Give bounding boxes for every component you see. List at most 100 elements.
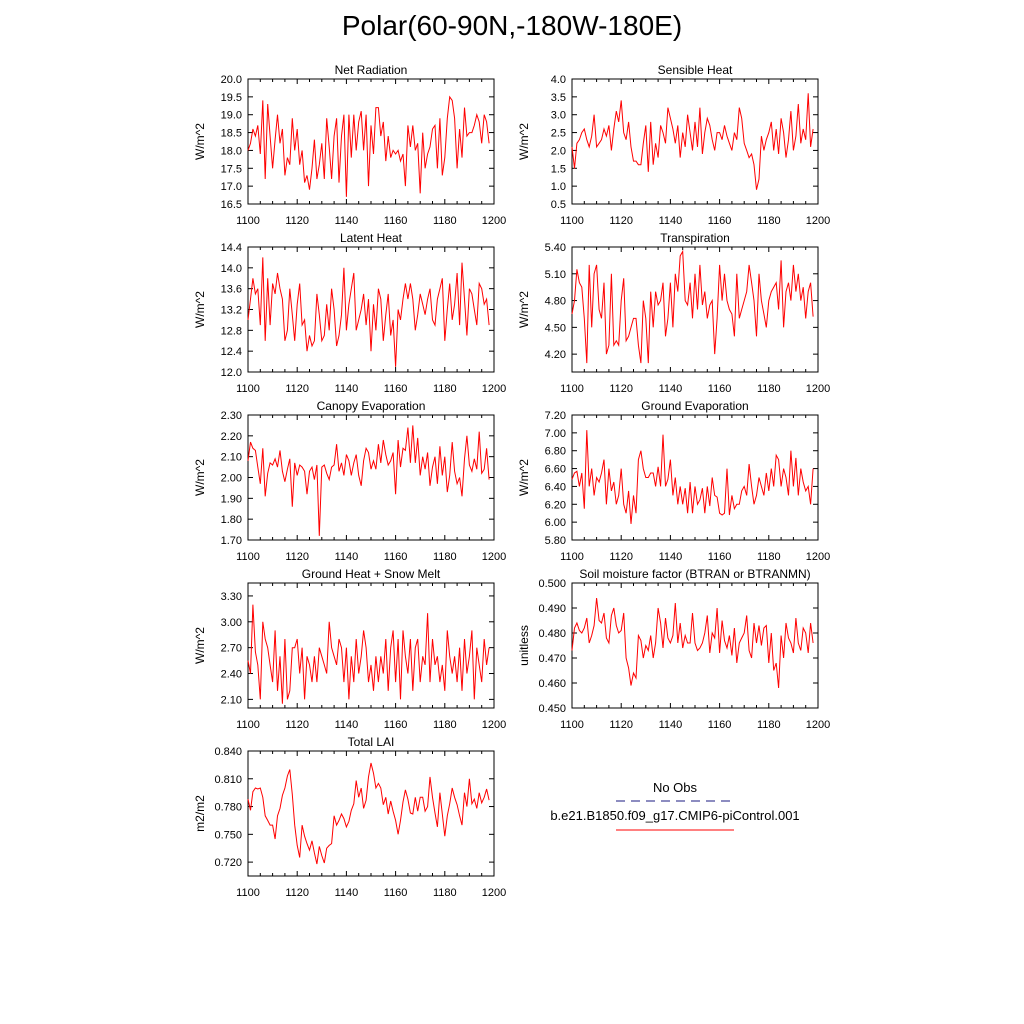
y-tick-label: 17.5: [221, 163, 242, 175]
y-tick-label: 2.0: [551, 145, 566, 157]
panel-title: Canopy Evaporation: [317, 399, 426, 413]
panel-title: Latent Heat: [340, 231, 403, 245]
x-tick-label: 1200: [482, 551, 506, 563]
y-tick-label: 3.00: [221, 617, 242, 629]
y-tick-label: 5.80: [545, 535, 566, 547]
panel-title: Net Radiation: [335, 63, 408, 77]
x-tick-label: 1140: [335, 383, 359, 395]
panel-latent-heat: Latent Heat W/m^2 1100 1120 1140 1160 1180 1200…: [193, 231, 506, 395]
x-tick-label: 1120: [609, 719, 633, 731]
y-tick-label: 2.10: [221, 694, 242, 706]
x-tick-label: 1160: [708, 215, 732, 227]
x-tick-label: 1180: [433, 383, 457, 395]
x-tick-label: 1100: [236, 719, 260, 731]
legend: No Obs b.e21.B1850.f09_g17.CMIP6-piContr…: [550, 780, 800, 831]
x-tick-label: 1160: [384, 887, 408, 899]
x-tick-label: 1100: [236, 383, 260, 395]
panel-title: Ground Heat + Snow Melt: [302, 567, 441, 581]
y-tick-label: 0.720: [214, 857, 242, 869]
y-tick-label: 2.5: [551, 128, 566, 140]
x-tick-label: 1160: [708, 719, 732, 731]
plot-frame: [247, 750, 495, 877]
y-tick-label: 1.5: [551, 163, 566, 175]
panel-title: Total LAI: [348, 735, 395, 749]
x-tick-label: 1140: [335, 215, 359, 227]
series-line: [247, 425, 490, 536]
y-axis-label: W/m^2: [517, 459, 531, 496]
panel-net-radiation: Net Radiation W/m^2 1100 1120 1140 1160 1180 12…: [193, 63, 506, 227]
y-tick-label: 0.470: [538, 653, 566, 665]
x-tick-label: 1140: [659, 215, 683, 227]
panel-ground-heat-snow-melt: Ground Heat + Snow Melt W/m^2 1100 1120 1140…: [193, 567, 506, 731]
panel-soil-moisture-factor: Soil moisture factor (BTRAN or BTRANMN) u…: [517, 567, 830, 731]
series-line: [247, 604, 490, 704]
plot-frame: [571, 414, 819, 541]
y-tick-label: 18.0: [221, 145, 242, 157]
y-tick-label: 0.480: [538, 628, 566, 640]
series-line: [571, 597, 814, 689]
figure-title: Polar(60-90N,-180W-180E): [341, 10, 683, 41]
x-tick-label: 1140: [659, 719, 683, 731]
panel-sensible-heat: Sensible Heat W/m^2 1100 1120 1140 1160 1180 12…: [517, 63, 830, 227]
y-axis-label: W/m^2: [193, 627, 207, 664]
x-tick-label: 1100: [560, 719, 584, 731]
x-tick-label: 1160: [384, 551, 408, 563]
y-tick-label: 0.490: [538, 603, 566, 615]
y-tick-label: 4.20: [545, 349, 566, 361]
series-line: [571, 430, 814, 524]
series-line: [247, 95, 490, 197]
y-tick-label: 6.00: [545, 517, 566, 529]
y-tick-label: 12.0: [221, 367, 242, 379]
x-tick-label: 1120: [285, 215, 309, 227]
y-tick-label: 4.0: [551, 74, 566, 86]
panel-canopy-evaporation: Canopy Evaporation W/m^2 1100 1120 1140 1160 1…: [193, 399, 506, 563]
y-tick-label: 2.20: [221, 431, 242, 443]
y-tick-label: 14.0: [221, 263, 242, 275]
y-tick-label: 0.5: [551, 199, 566, 211]
series-line: [247, 762, 490, 865]
y-tick-label: 0.750: [214, 829, 242, 841]
y-tick-label: 12.4: [221, 346, 242, 358]
panel-ground-evaporation: Ground Evaporation W/m^2 1100 1120 1140 1160 1…: [517, 399, 830, 563]
legend-obs-label: No Obs: [653, 780, 698, 795]
y-tick-label: 0.810: [214, 774, 242, 786]
y-tick-label: 4.50: [545, 322, 566, 334]
y-tick-label: 3.5: [551, 92, 566, 104]
y-axis-label: W/m^2: [517, 123, 531, 160]
x-tick-label: 1100: [560, 551, 584, 563]
panel-total-lai: Total LAI m2/m2 1100 1120 1140 1160 1180 1200 0.…: [193, 735, 506, 899]
y-tick-label: 7.20: [545, 410, 566, 422]
panel-title: Sensible Heat: [658, 63, 733, 77]
y-axis-label: W/m^2: [193, 459, 207, 496]
y-axis-label: m2/m2: [193, 795, 207, 832]
y-tick-label: 17.0: [221, 181, 242, 193]
x-tick-label: 1200: [806, 383, 830, 395]
x-tick-label: 1200: [806, 551, 830, 563]
x-tick-label: 1180: [433, 887, 457, 899]
y-tick-label: 1.80: [221, 514, 242, 526]
x-tick-label: 1200: [482, 215, 506, 227]
y-tick-label: 2.30: [221, 410, 242, 422]
plot-frame: [571, 78, 819, 205]
y-tick-label: 0.460: [538, 678, 566, 690]
y-tick-label: 1.70: [221, 535, 242, 547]
x-tick-label: 1120: [609, 551, 633, 563]
y-tick-label: 3.0: [551, 110, 566, 122]
panel-title: Soil moisture factor (BTRAN or BTRANMN): [579, 567, 810, 581]
y-tick-label: 20.0: [221, 74, 242, 86]
x-tick-label: 1180: [433, 215, 457, 227]
y-tick-label: 0.780: [214, 802, 242, 814]
x-tick-label: 1160: [708, 383, 732, 395]
x-tick-label: 1180: [757, 551, 781, 563]
x-tick-label: 1140: [335, 887, 359, 899]
y-tick-label: 1.90: [221, 493, 242, 505]
x-tick-label: 1120: [285, 551, 309, 563]
y-tick-label: 13.6: [221, 284, 242, 296]
y-tick-label: 0.500: [538, 578, 566, 590]
y-tick-label: 2.10: [221, 452, 242, 464]
y-tick-label: 18.5: [221, 128, 242, 140]
x-tick-label: 1200: [482, 887, 506, 899]
x-tick-label: 1100: [560, 215, 584, 227]
x-tick-label: 1100: [236, 551, 260, 563]
